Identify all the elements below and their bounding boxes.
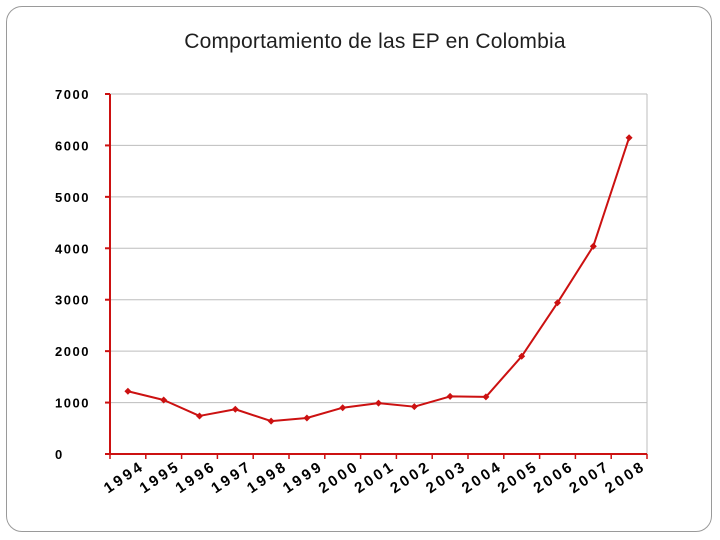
y-tick-label: 4000 — [55, 241, 90, 256]
y-tick-labels: 0 1000 2000 3000 4000 5000 6000 7000 — [55, 87, 90, 462]
data-point — [303, 414, 311, 422]
data-point — [231, 405, 239, 413]
y-tick-label: 0 — [55, 447, 64, 462]
data-point — [339, 404, 347, 412]
x-tick-label: 2004 — [459, 458, 506, 497]
x-tick-label: 2006 — [530, 458, 577, 497]
x-tick-label: 1996 — [172, 458, 219, 497]
axes — [105, 93, 648, 459]
x-tick-label: 2000 — [316, 458, 363, 497]
data-point — [446, 392, 454, 400]
x-tick-label: 2008 — [602, 458, 649, 497]
x-tick-label: 1997 — [208, 458, 255, 497]
x-tick-label: 1998 — [244, 458, 291, 497]
data-point — [160, 396, 168, 404]
series-line — [127, 137, 631, 423]
y-tick-label: 6000 — [55, 138, 90, 153]
chart-title: Comportamiento de las EP en Colombia — [184, 30, 566, 53]
x-tick-label: 2001 — [351, 458, 398, 497]
data-point — [625, 134, 633, 142]
data-point — [482, 393, 490, 401]
data-point — [124, 387, 132, 395]
x-tick-label: 2003 — [423, 458, 470, 497]
y-tick-label: 2000 — [55, 344, 90, 359]
data-point — [518, 352, 526, 360]
x-tick-label: 1995 — [137, 458, 184, 497]
x-tick-labels: 1994199519961997199819992000200120022003… — [101, 458, 649, 497]
x-tick-label: 2007 — [566, 458, 613, 497]
data-point — [196, 412, 203, 420]
y-tick-label: 3000 — [55, 293, 90, 308]
data-point — [554, 299, 561, 307]
x-tick-label: 2002 — [387, 458, 434, 497]
y-tick-label: 5000 — [55, 190, 90, 205]
x-tick-label: 2005 — [495, 458, 542, 497]
data-series — [124, 134, 633, 425]
data-point — [410, 403, 418, 411]
grid-lines — [110, 93, 648, 454]
y-tick-label: 7000 — [55, 87, 90, 102]
x-tick-label: 1999 — [280, 458, 327, 497]
data-point — [589, 242, 597, 250]
y-tick-label: 1000 — [55, 396, 90, 411]
data-point — [267, 417, 275, 425]
data-point — [375, 399, 382, 407]
x-tick-label: 1994 — [101, 458, 148, 497]
